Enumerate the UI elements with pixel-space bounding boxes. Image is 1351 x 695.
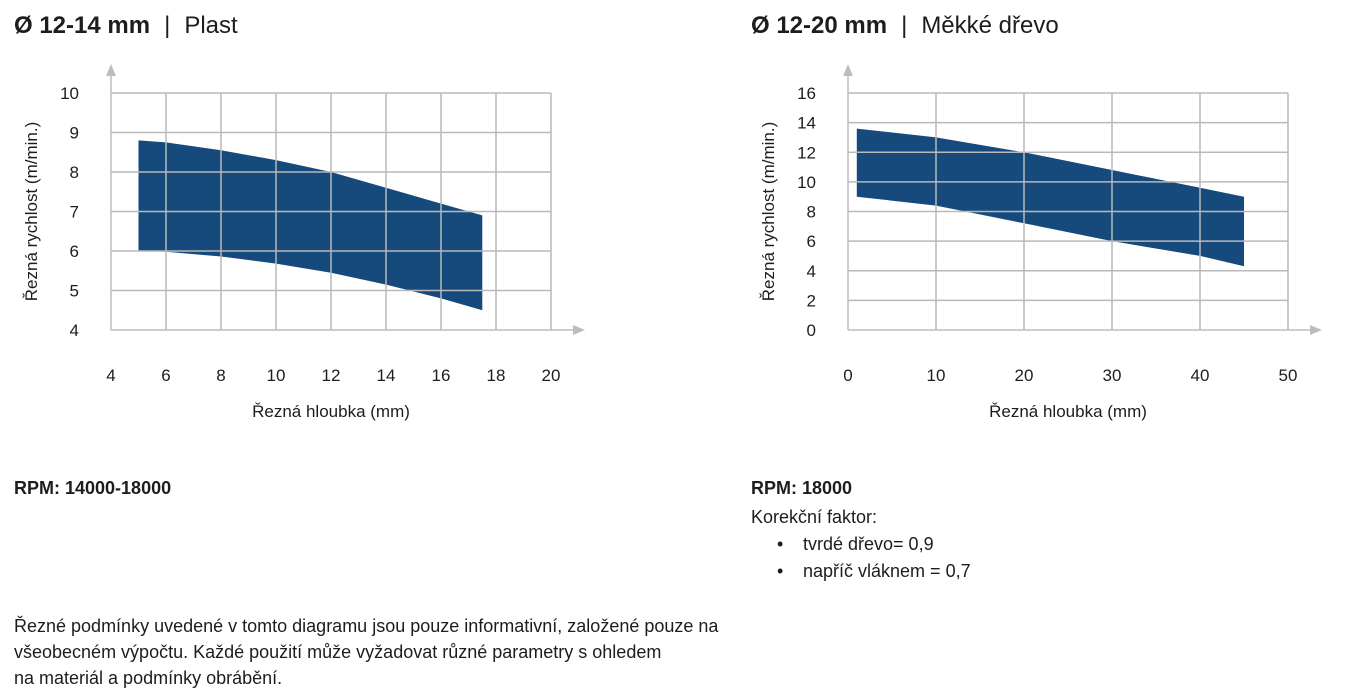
correction-item-cross-grain: napříč vláknem = 0,7 [777, 558, 971, 585]
plast-y-tick-label: 6 [70, 242, 79, 261]
plast-y-axis-label: Řezná rychlost (m/min.) [22, 122, 41, 301]
wood-x-tick-label: 20 [1015, 366, 1034, 385]
plast-y-tick-label: 5 [70, 282, 79, 301]
plast-cutting-speed-band [138, 140, 483, 311]
wood-y-tick-label: 10 [797, 173, 816, 192]
wood-y-axis-arrow [843, 64, 853, 76]
wood-x-tick-label: 50 [1279, 366, 1298, 385]
right-rpm: RPM: 18000 [751, 478, 853, 498]
wood-y-tick-label: 0 [807, 321, 816, 340]
plast-y-tick-label: 7 [70, 203, 79, 222]
right-material: Měkké dřevo [921, 12, 1059, 39]
plast-x-tick-label: 4 [106, 366, 115, 385]
plast-cutting-chart: 4 6 8 10 12 14 16 18 20 4 5 6 7 8 9 10 Řezná hloubka (mm… [22, 64, 585, 421]
wood-x-tick-label: 10 [927, 366, 946, 385]
wood-y-tick-label: 4 [807, 262, 816, 281]
correction-item-hardwood: tvrdé dřevo= 0,9 [777, 531, 971, 558]
left-title-separator: | [164, 12, 171, 39]
correction-list: tvrdé dřevo= 0,9 napříč vláknem = 0,7 [751, 531, 971, 585]
right-diameter: Ø 12-20 mm [751, 12, 888, 39]
plast-x-tick-label: 20 [542, 366, 561, 385]
left-diameter: Ø 12-14 mm [14, 12, 151, 39]
wood-y-axis-label: Řezná rychlost (m/min.) [759, 122, 778, 301]
plast-y-tick-label: 10 [60, 84, 79, 103]
wood-cutting-speed-band [856, 128, 1244, 267]
left-chart-title: Ø 12-14 mm | Plast [14, 12, 238, 40]
disclaimer-note: Řezné podmínky uvedené v tomto diagramu … [14, 613, 854, 691]
plast-x-tick-label: 8 [216, 366, 225, 385]
wood-y-tick-label: 8 [807, 203, 816, 222]
correction-title: Korekční faktor: [751, 507, 878, 527]
plast-x-tick-label: 16 [432, 366, 451, 385]
wood-x-axis-arrow [1310, 325, 1322, 335]
note-line: všeobecném výpočtu. Každé použití může v… [14, 642, 662, 662]
plast-x-axis-arrow [573, 325, 585, 335]
soft-wood-cutting-chart: 0 10 20 30 40 50 0 2 4 6 8 10 12 14 16 Řezná hloubka (m… [759, 64, 1322, 421]
plast-x-tick-label: 10 [267, 366, 286, 385]
right-chart-title: Ø 12-20 mm | Měkké dřevo [751, 12, 1059, 40]
plast-x-tick-label: 6 [161, 366, 170, 385]
wood-x-tick-label: 40 [1191, 366, 1210, 385]
plast-x-tick-label: 12 [322, 366, 341, 385]
correction-factor: Korekční faktor: tvrdé dřevo= 0,9 napříč… [751, 504, 971, 585]
wood-x-tick-label: 30 [1103, 366, 1122, 385]
left-material: Plast [184, 12, 238, 39]
plast-y-tick-label: 9 [70, 124, 79, 143]
plast-x-tick-label: 18 [487, 366, 506, 385]
plast-y-tick-label: 8 [70, 163, 79, 182]
note-line: na materiál a podmínky obrábění. [14, 668, 283, 688]
wood-y-tick-label: 16 [797, 84, 816, 103]
wood-x-axis-label: Řezná hloubka (mm) [989, 402, 1147, 421]
wood-y-tick-label: 2 [807, 291, 816, 310]
wood-y-tick-label: 14 [797, 114, 816, 133]
wood-y-tick-label: 6 [807, 232, 816, 251]
right-title-separator: | [901, 12, 908, 39]
plast-x-tick-label: 14 [377, 366, 396, 385]
left-rpm: RPM: 14000-18000 [14, 478, 172, 498]
plast-x-axis-label: Řezná hloubka (mm) [252, 402, 410, 421]
wood-x-tick-label: 0 [843, 366, 852, 385]
plast-y-axis-arrow [106, 64, 116, 76]
note-line: Řezné podmínky uvedené v tomto diagramu … [14, 616, 719, 636]
plast-y-tick-label: 4 [70, 321, 79, 340]
wood-y-tick-label: 12 [797, 143, 816, 162]
